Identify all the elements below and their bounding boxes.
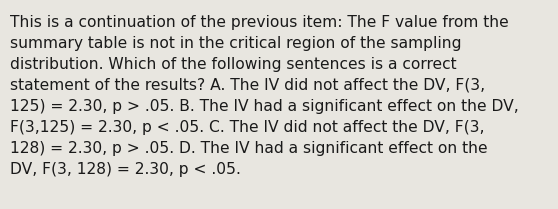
Text: This is a continuation of the previous item: The F value from the
summary table : This is a continuation of the previous i…	[10, 15, 519, 177]
